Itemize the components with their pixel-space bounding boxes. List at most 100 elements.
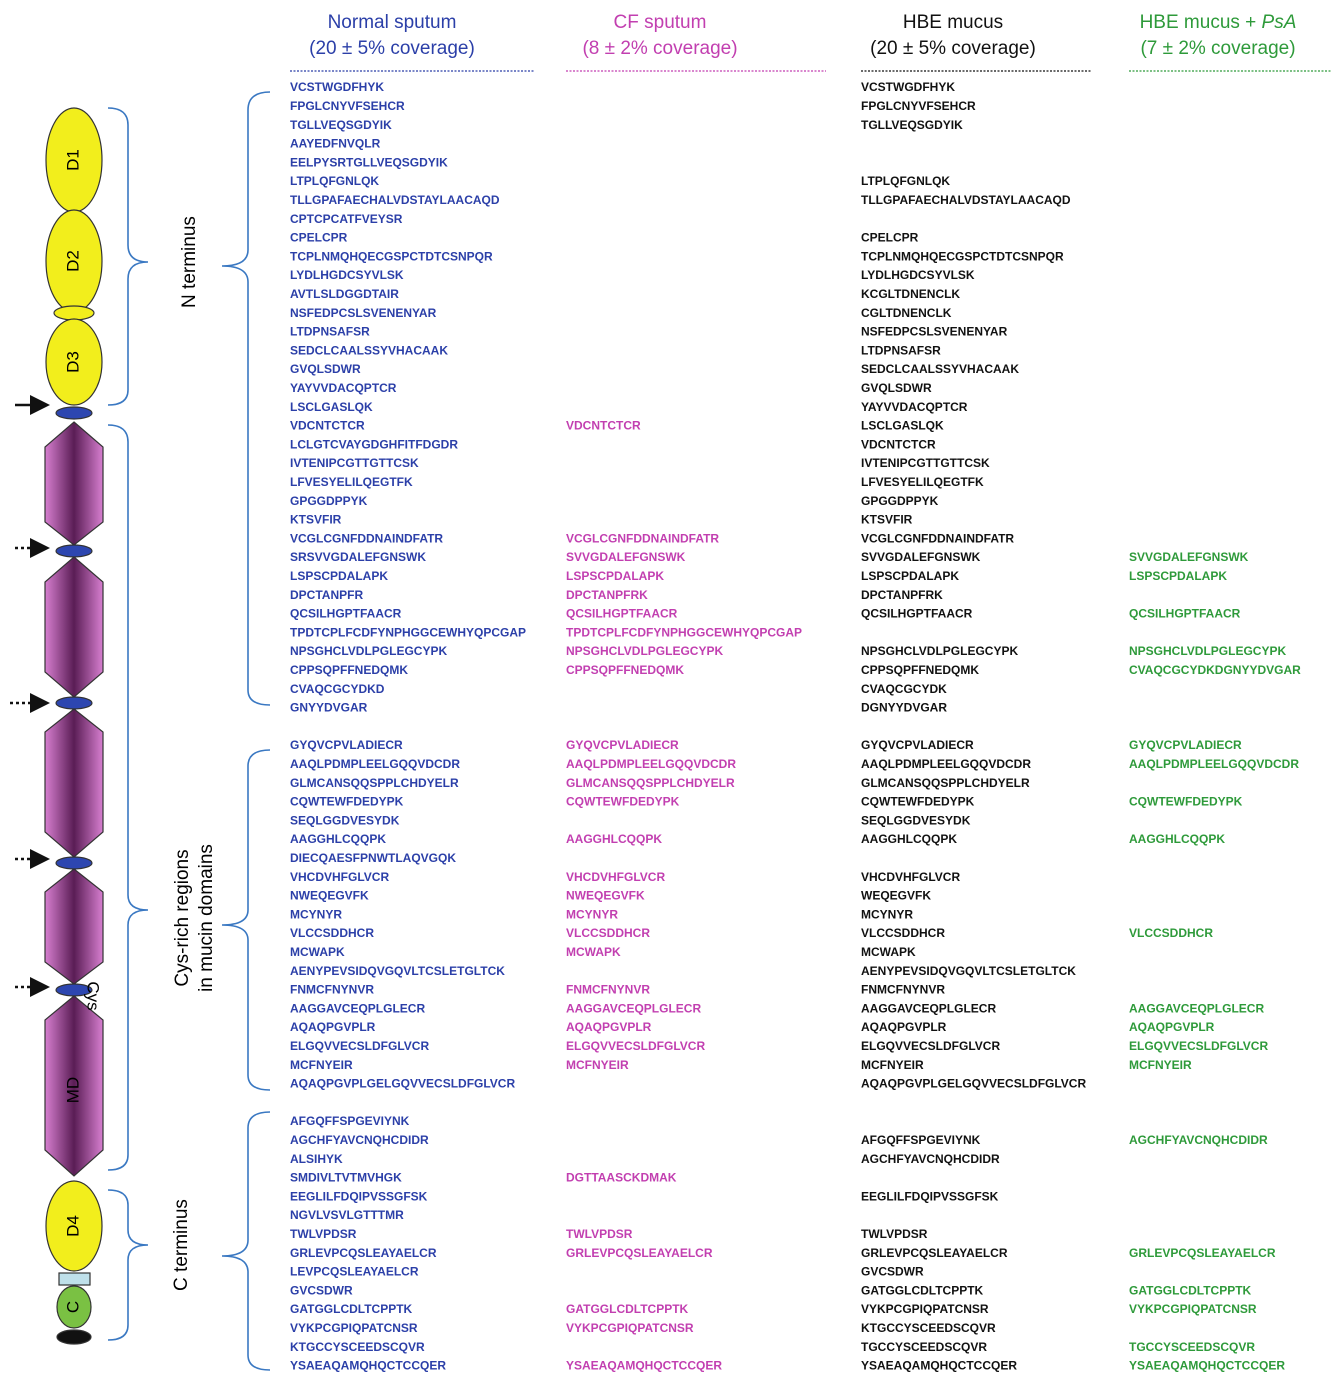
peptide: ELGQVVECSLDFGLVCR <box>861 1039 1000 1053</box>
peptide: NGVLVSVLGTTTMR <box>290 1208 404 1222</box>
peptide: CVAQCGCYDK <box>861 682 947 696</box>
title-text: HBE mucus + <box>1140 12 1262 33</box>
peptide: CQWTEWFDEDYPK <box>1129 795 1243 809</box>
peptide: MCFNYEIR <box>861 1058 924 1072</box>
domain-label: D2 <box>63 250 82 272</box>
peptide: AGCHFYAVCNQHCDIDR <box>1129 1133 1268 1147</box>
peptide: AAQLPDMPLEELGQQVDCDR <box>861 757 1031 771</box>
peptide: SMDIVLTVTMVHGK <box>290 1171 402 1185</box>
peptide: CPTCPCATFVEYSR <box>290 212 403 226</box>
peptide: MCWAPK <box>566 945 621 959</box>
peptide: DIECQAESFPNWTLAQVGQK <box>290 851 456 865</box>
peptide: CVAQCGCYDKD <box>290 682 385 696</box>
peptide: FNMCFNYNVR <box>566 983 650 997</box>
coverage: (7 ± 2% coverage) <box>1140 38 1295 59</box>
peptide: GRLEVPCQSLEAYAELCR <box>566 1246 713 1260</box>
peptide: AQAQPGVPLR <box>1129 1020 1215 1034</box>
peptide: QCSILHGPTFAACR <box>290 607 402 621</box>
peptide: VCSTWGDFHYK <box>290 80 384 94</box>
peptide: AGCHFYAVCNQHCDIDR <box>861 1152 1000 1166</box>
peptide: MCFNYEIR <box>1129 1058 1192 1072</box>
peptide: NSFEDPCSLSVENENYAR <box>861 325 1008 339</box>
peptide: LSPSCPDALAPK <box>1129 569 1227 583</box>
peptide: LTDPNSAFSR <box>861 343 941 357</box>
peptide: FNMCFNYNVR <box>861 983 945 997</box>
peptide: DPCTANPFRK <box>861 588 943 602</box>
peptide: NSFEDPCSLSVENENYAR <box>290 306 437 320</box>
peptide: QCSILHGPTFAACR <box>1129 607 1241 621</box>
title-text: Normal sputum <box>328 12 457 33</box>
peptide: CPPSQPFFNEDQMK <box>566 663 684 677</box>
peptide: TGLLVEQSGDYIK <box>290 118 392 132</box>
peptide: TGCCYSCEEDSCQVR <box>861 1340 987 1354</box>
peptide: ELGQVVECSLDFGLVCR <box>1129 1039 1268 1053</box>
peptide: VHCDVHFGLVCR <box>566 870 665 884</box>
peptide: DGTTAASCKDMAK <box>566 1171 677 1185</box>
mucin-domain <box>44 556 104 698</box>
peptide: TCPLNMQHQECGSPCTDTCSNPQR <box>290 249 493 263</box>
peptide: KCGLTDNENCLK <box>861 287 960 301</box>
peptide: GLMCANSQQSPPLCHDYELR <box>861 776 1030 790</box>
peptide: VYKPCGPIQPATCNSR <box>861 1302 989 1316</box>
peptide: AAGGAVCEQPLGLECR <box>566 1001 701 1015</box>
peptide: LYDLHGDCSYVLSK <box>290 268 404 282</box>
peptide: ELGQVVECSLDFGLVCR <box>290 1039 429 1053</box>
peptide: YSAEAQAMQHQCTCCQER <box>290 1359 446 1373</box>
peptide: YSAEAQAMQHQCTCCQER <box>566 1359 722 1373</box>
peptide: AAGGHLCQQPK <box>566 832 662 846</box>
peptide: AAGGAVCEQPLGLECR <box>1129 1001 1264 1015</box>
peptide: NPSGHCLVDLPGLEGCYPK <box>1129 644 1286 658</box>
peptide: LTDPNSAFSR <box>290 325 370 339</box>
column-title: Normal sputum <box>328 12 457 33</box>
peptide: SVVGDALEFGNSWK <box>566 550 686 564</box>
region-label: C terminus <box>171 1199 192 1291</box>
peptide: GRLEVPCQSLEAYAELCR <box>861 1246 1008 1260</box>
peptide: EEGLILFDQIPVSSGFSK <box>290 1189 428 1203</box>
domain-small <box>53 305 95 321</box>
peptide: MCYNYR <box>861 907 913 921</box>
peptide: CPPSQPFFNEDQMK <box>861 663 979 677</box>
brace <box>107 107 149 406</box>
peptide: MCWAPK <box>861 945 916 959</box>
braces <box>107 91 271 1371</box>
peptide: GVQLSDWR <box>861 381 932 395</box>
mucin-domain <box>44 995 104 1177</box>
peptide: SEDCLCAALSSYVHACAAK <box>290 343 448 357</box>
peptide: GLMCANSQQSPPLCHDYELR <box>290 776 459 790</box>
peptide: AAQLPDMPLEELGQQVDCDR <box>1129 757 1299 771</box>
domain-c <box>56 1285 92 1329</box>
peptide: GATGGLCDLTCPPTK <box>566 1302 689 1316</box>
peptide: SVVGDALEFGNSWK <box>1129 550 1249 564</box>
brace <box>107 424 149 1171</box>
peptide: AENYPEVSIDQVGQVLTCSLETGLTCK <box>861 964 1076 978</box>
peptide: AQAQPGVPLGELGQVVECSLDFGLVCR <box>861 1077 1086 1091</box>
peptide: AAYEDFNVQLR <box>290 137 381 151</box>
peptide: MCYNYR <box>290 907 342 921</box>
peptide: TWLVPDSR <box>861 1227 928 1241</box>
peptide: AAGGHLCQQPK <box>290 832 386 846</box>
peptide: SEDCLCAALSSYVHACAAK <box>861 362 1019 376</box>
cys-node <box>55 696 93 710</box>
peptide: CQWTEWFDEDYPK <box>566 795 680 809</box>
peptide: DPCTANPFR <box>290 588 363 602</box>
peptide: VHCDVHFGLVCR <box>290 870 389 884</box>
brace <box>107 1189 149 1341</box>
region-label: Cys-rich regions <box>172 849 193 986</box>
brace <box>221 749 271 1091</box>
mucin-domain <box>44 708 104 858</box>
peptide: AENYPEVSIDQVGQVLTCSLETGLTCK <box>290 964 505 978</box>
peptide: VLCCSDDHCR <box>1129 926 1213 940</box>
peptide: AQAQPGVPLR <box>290 1020 376 1034</box>
peptide: FPGLCNYVFSEHCR <box>861 99 976 113</box>
peptide: VCGLCGNFDDNAINDFATR <box>861 531 1014 545</box>
peptide: VDCNTCTCR <box>566 419 641 433</box>
peptide: TGLLVEQSGDYIK <box>861 118 963 132</box>
peptide: LSCLGASLQK <box>861 419 944 433</box>
peptide: AAQLPDMPLEELGQQVDCDR <box>290 757 460 771</box>
peptide: KTGCCYSCEEDSCQVR <box>861 1321 996 1335</box>
peptide: LSPSCPDALAPK <box>566 569 664 583</box>
peptide: LCLGTCVAYGDGHFITFDGDR <box>290 437 458 451</box>
peptide: AFGQFFSPGEVIYNK <box>290 1114 410 1128</box>
peptide: VCGLCGNFDDNAINDFATR <box>566 531 719 545</box>
title-italic: PsA <box>1262 12 1297 33</box>
